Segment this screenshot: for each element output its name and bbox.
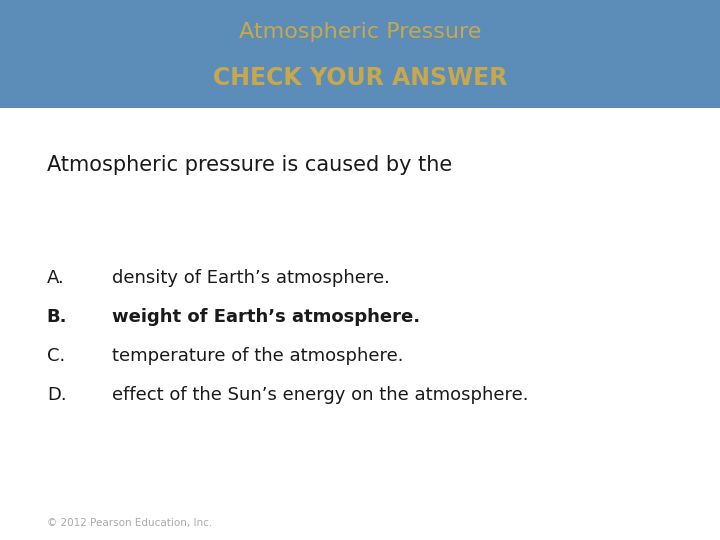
Text: Atmospheric pressure is caused by the: Atmospheric pressure is caused by the xyxy=(47,154,452,175)
FancyBboxPatch shape xyxy=(0,0,720,108)
Text: D.: D. xyxy=(47,386,66,404)
Text: C.: C. xyxy=(47,347,65,365)
Text: CHECK YOUR ANSWER: CHECK YOUR ANSWER xyxy=(213,66,507,90)
Text: B.: B. xyxy=(47,308,67,326)
Text: density of Earth’s atmosphere.: density of Earth’s atmosphere. xyxy=(112,269,390,287)
Text: A.: A. xyxy=(47,269,65,287)
Text: weight of Earth’s atmosphere.: weight of Earth’s atmosphere. xyxy=(112,308,420,326)
Text: temperature of the atmosphere.: temperature of the atmosphere. xyxy=(112,347,403,365)
Text: © 2012 Pearson Education, Inc.: © 2012 Pearson Education, Inc. xyxy=(47,518,212,528)
Text: effect of the Sun’s energy on the atmosphere.: effect of the Sun’s energy on the atmosp… xyxy=(112,386,528,404)
Text: Atmospheric Pressure: Atmospheric Pressure xyxy=(239,22,481,43)
